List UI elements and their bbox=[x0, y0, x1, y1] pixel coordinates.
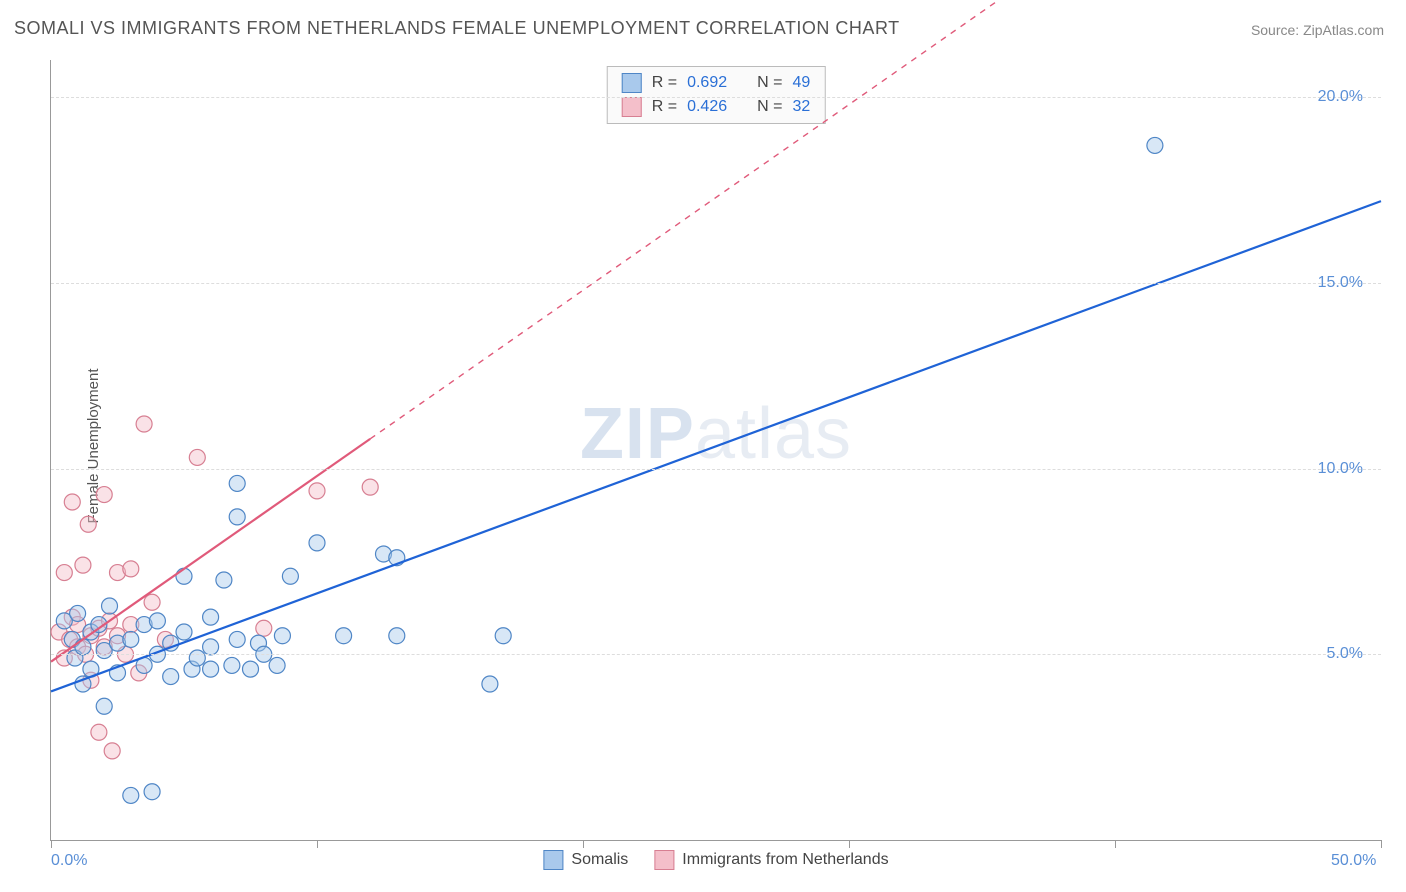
trendline-netherlands-solid bbox=[51, 439, 370, 662]
y-tick-label: 15.0% bbox=[1318, 274, 1363, 292]
swatch-netherlands-bottom bbox=[654, 850, 674, 870]
data-point bbox=[102, 598, 118, 614]
data-point bbox=[243, 661, 259, 677]
chart-title: SOMALI VS IMMIGRANTS FROM NETHERLANDS FE… bbox=[14, 18, 900, 39]
data-point bbox=[189, 449, 205, 465]
legend-label-netherlands: Immigrants from Netherlands bbox=[682, 851, 888, 869]
chart-container: SOMALI VS IMMIGRANTS FROM NETHERLANDS FE… bbox=[0, 0, 1406, 892]
source-name: ZipAtlas.com bbox=[1303, 22, 1384, 38]
legend-label-somalis: Somalis bbox=[571, 851, 628, 869]
data-point bbox=[70, 605, 86, 621]
data-point bbox=[495, 628, 511, 644]
trendline-somalis bbox=[51, 201, 1381, 691]
data-point bbox=[96, 487, 112, 503]
data-point bbox=[362, 479, 378, 495]
legend-item-netherlands: Immigrants from Netherlands bbox=[654, 850, 888, 870]
y-tick-label: 5.0% bbox=[1327, 645, 1363, 663]
data-point bbox=[309, 535, 325, 551]
data-point bbox=[203, 661, 219, 677]
data-point bbox=[80, 516, 96, 532]
data-point bbox=[75, 557, 91, 573]
source-attribution: Source: ZipAtlas.com bbox=[1251, 22, 1384, 38]
data-point bbox=[256, 620, 272, 636]
data-point bbox=[229, 631, 245, 647]
data-point bbox=[176, 568, 192, 584]
legend-series: Somalis Immigrants from Netherlands bbox=[543, 850, 888, 870]
data-point bbox=[1147, 137, 1163, 153]
data-point bbox=[149, 613, 165, 629]
data-point bbox=[123, 787, 139, 803]
data-point bbox=[56, 565, 72, 581]
y-tick-label: 20.0% bbox=[1318, 88, 1363, 106]
data-point bbox=[229, 509, 245, 525]
data-point bbox=[389, 628, 405, 644]
plot-area: ZIPatlas R = 0.692 N = 49 R = 0.426 N = … bbox=[50, 60, 1381, 841]
data-point bbox=[64, 494, 80, 510]
trendline-netherlands-dash bbox=[370, 0, 1115, 439]
data-point bbox=[144, 784, 160, 800]
data-point bbox=[309, 483, 325, 499]
data-point bbox=[104, 743, 120, 759]
data-point bbox=[189, 650, 205, 666]
data-point bbox=[482, 676, 498, 692]
data-point bbox=[229, 475, 245, 491]
source-label: Source: bbox=[1251, 22, 1303, 38]
x-tick-label: 50.0% bbox=[1331, 852, 1376, 870]
data-point bbox=[336, 628, 352, 644]
data-point bbox=[75, 639, 91, 655]
data-point bbox=[224, 657, 240, 673]
data-point bbox=[96, 698, 112, 714]
data-point bbox=[176, 624, 192, 640]
data-point bbox=[136, 416, 152, 432]
data-point bbox=[163, 669, 179, 685]
x-tick-label: 0.0% bbox=[51, 852, 87, 870]
data-point bbox=[203, 639, 219, 655]
legend-item-somalis: Somalis bbox=[543, 850, 628, 870]
data-point bbox=[144, 594, 160, 610]
data-point bbox=[203, 609, 219, 625]
data-point bbox=[216, 572, 232, 588]
data-point bbox=[269, 657, 285, 673]
data-point bbox=[274, 628, 290, 644]
data-point bbox=[123, 561, 139, 577]
data-point bbox=[123, 631, 139, 647]
chart-svg bbox=[51, 60, 1381, 840]
y-tick-label: 10.0% bbox=[1318, 460, 1363, 478]
data-point bbox=[282, 568, 298, 584]
data-point bbox=[91, 724, 107, 740]
swatch-somalis-bottom bbox=[543, 850, 563, 870]
